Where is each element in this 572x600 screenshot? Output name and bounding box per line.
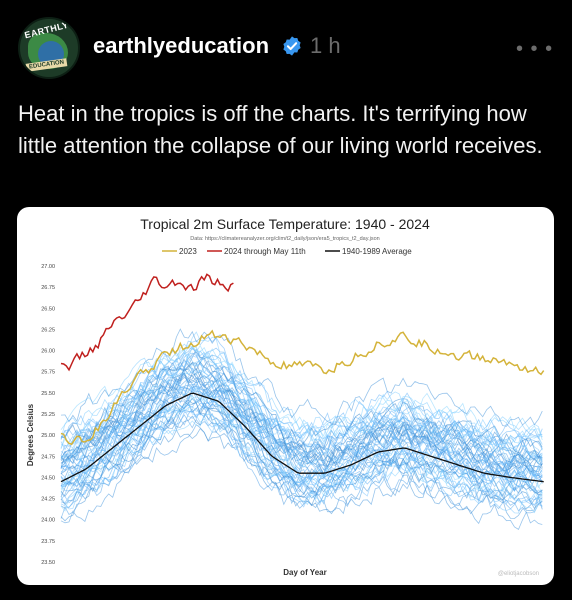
historical-year-line bbox=[60, 331, 543, 439]
post-time: 1 h bbox=[310, 33, 341, 58]
historical-year-line bbox=[60, 399, 543, 498]
historical-year-line bbox=[60, 380, 543, 487]
historical-year-line bbox=[60, 384, 543, 479]
username[interactable]: earthlyeducation bbox=[93, 33, 270, 58]
chart-card[interactable]: Tropical 2m Surface Temperature: 1940 - … bbox=[17, 207, 554, 585]
historical-year-line bbox=[60, 353, 543, 459]
chart-subtitle: Data: https://climatereanalyzer.org/clim… bbox=[190, 236, 379, 242]
chart-svg: Tropical 2m Surface Temperature: 1940 - … bbox=[26, 216, 545, 577]
series-2023-line bbox=[60, 329, 545, 446]
historical-year-line bbox=[60, 388, 543, 491]
more-options-icon[interactable]: • • • bbox=[516, 38, 554, 60]
historical-lines bbox=[60, 328, 543, 530]
historical-year-line bbox=[61, 379, 543, 481]
y-tick-label: 27.00 bbox=[41, 264, 55, 270]
y-tick-label: 24.25 bbox=[41, 497, 55, 503]
y-tick-label: 24.50 bbox=[41, 475, 55, 481]
verified-badge-icon bbox=[283, 36, 301, 56]
legend-average: 1940-1989 Average bbox=[342, 247, 412, 256]
historical-year-line bbox=[60, 413, 543, 514]
y-tick-label: 25.25 bbox=[41, 412, 55, 418]
post-header: EARTHLY EDUCATION earthlyeducation 1 h •… bbox=[0, 0, 572, 90]
y-axis-label: Degrees Celsius bbox=[26, 403, 35, 466]
historical-year-line bbox=[60, 386, 543, 485]
y-axis: 27.00 26.75 26.50 26.25 26.00 25.75 25.50 25.25… bbox=[41, 264, 55, 566]
post-caption: Heat in the tropics is off the charts. I… bbox=[18, 101, 543, 158]
historical-year-line bbox=[60, 383, 543, 486]
series-2024-line bbox=[60, 273, 234, 372]
avatar[interactable]: EARTHLY EDUCATION bbox=[18, 17, 80, 79]
chart-title: Tropical 2m Surface Temperature: 1940 - … bbox=[140, 216, 430, 232]
y-tick-label: 25.75 bbox=[41, 370, 55, 376]
legend: 2023 2024 through May 11th 1940-1989 Ave… bbox=[162, 247, 412, 256]
historical-year-line bbox=[60, 361, 543, 454]
y-tick-label: 26.75 bbox=[41, 285, 55, 291]
historical-year-line bbox=[60, 328, 543, 427]
historical-year-line bbox=[60, 344, 543, 449]
y-tick-label: 26.25 bbox=[41, 327, 55, 333]
historical-year-line bbox=[60, 367, 543, 477]
x-axis-label: Day of Year bbox=[283, 568, 326, 577]
historical-year-line bbox=[60, 414, 543, 519]
y-tick-label: 24.75 bbox=[41, 454, 55, 460]
chart-credit: @eliotjacobson bbox=[498, 571, 539, 577]
y-tick-label: 24.00 bbox=[41, 518, 55, 524]
series-lines bbox=[60, 273, 545, 483]
y-tick-label: 25.50 bbox=[41, 391, 55, 397]
y-tick-label: 26.00 bbox=[41, 349, 55, 355]
y-tick-label: 23.75 bbox=[41, 539, 55, 545]
historical-year-line bbox=[60, 361, 543, 468]
legend-2023: 2023 bbox=[179, 247, 197, 256]
series-average-line bbox=[60, 392, 544, 483]
historical-year-line bbox=[60, 344, 543, 438]
historical-year-line bbox=[60, 402, 543, 501]
y-tick-label: 26.50 bbox=[41, 306, 55, 312]
historical-year-line bbox=[60, 370, 543, 478]
y-tick-label: 23.50 bbox=[41, 560, 55, 566]
legend-2024: 2024 through May 11th bbox=[224, 247, 306, 256]
y-tick-label: 25.00 bbox=[41, 433, 55, 439]
historical-year-line bbox=[60, 409, 543, 508]
historical-year-line bbox=[60, 397, 543, 493]
